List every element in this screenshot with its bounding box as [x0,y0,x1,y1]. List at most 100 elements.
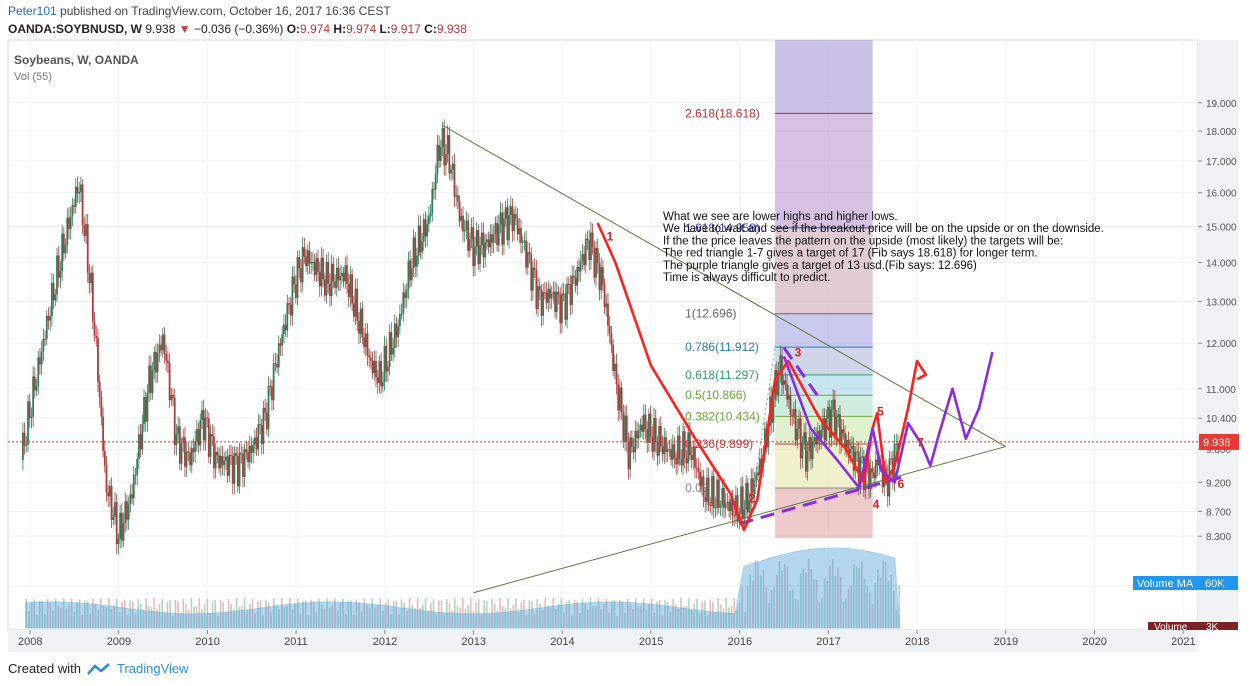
volume-bar [775,574,778,628]
volume-bar [374,607,376,628]
candle-body [368,355,371,358]
candle-body [71,205,74,217]
purple-support-dashed [739,475,905,526]
candle-body [584,238,587,266]
candle-body [68,217,70,230]
volume-bar [41,600,44,628]
candle-body [845,439,848,448]
volume-bar [448,602,451,628]
candle-body [236,455,239,487]
candle-body [131,494,133,499]
candle-body [460,215,463,221]
candle-body [39,357,41,365]
candle-body [347,284,350,298]
volume-bar [398,614,400,628]
candle-body [117,538,120,545]
volume-bar [110,608,113,628]
volume-bar [637,606,640,628]
candle-body [108,485,111,497]
candle-body [407,260,410,290]
candle-body [833,399,836,438]
volume-bar [576,601,578,628]
candle-body [351,274,354,304]
volume-bar [499,598,501,628]
volume-bar [525,615,528,628]
candle-body [588,240,591,261]
volume-bar [84,600,86,628]
volume-bar [233,609,235,628]
volume-bar [504,607,507,628]
volume-bar [605,598,608,628]
volume-bar [722,608,725,628]
candle-body [57,255,60,278]
fib-band [775,374,873,396]
volume-bar [230,604,233,628]
candle-body [37,357,40,387]
candle-body [608,325,611,334]
volume-bar [536,598,539,628]
candle-body [472,227,475,266]
candle-body [455,195,458,197]
volume-bar [544,598,547,628]
candle-body [51,282,53,317]
candle-body [562,293,565,295]
time-axis[interactable] [8,630,1198,652]
volume-bar [629,603,632,628]
candle-body [197,428,200,446]
volume-bar [238,606,241,628]
candle-body [533,267,536,271]
candle-body [194,441,197,453]
candle-body [216,452,219,456]
candle-body [569,284,572,305]
candle-body [325,261,328,296]
candle-body [105,465,108,493]
volume-bar [829,565,831,628]
candle-body [73,205,75,207]
price-axis[interactable] [1198,40,1238,630]
candle-body [545,292,548,303]
candle-body [255,437,258,450]
volume-bar [217,615,219,628]
volume-bar [166,601,169,628]
volume-bar [371,598,374,628]
candle-body [543,292,546,294]
volume-bar [150,606,153,628]
candle-body [549,288,551,299]
candle-body [810,436,812,460]
volume-bar [464,608,467,628]
volume-bar [701,601,704,628]
volume-bar [443,614,445,628]
volume-bar [52,610,54,628]
candle-body [83,225,86,237]
wave-label: 3 [795,345,802,359]
fib-level-label: 0.382(10.434) [685,409,760,423]
volume-bar [730,605,733,628]
volume-bar [861,561,863,628]
volume-bar [807,558,810,628]
annotation-line: Time is always difficult to predict. [663,272,830,284]
volume-bar [328,607,331,628]
candle-body [61,233,64,272]
candle-body [211,434,214,437]
low-value: 9.917 [390,22,421,36]
tradingview-link[interactable]: TradingView [116,661,189,676]
candle-body [392,347,394,355]
volume-bar [78,599,81,628]
candle-body [284,324,287,331]
wave-label: 1 [607,230,614,244]
author-link[interactable]: Peter101 [8,4,57,18]
candle-body [441,127,444,147]
volume-ma-badge [1133,576,1238,590]
volume-badge [1148,622,1238,630]
candle-body [627,441,630,470]
y-tick-label: 17.000 [1206,157,1237,168]
volume-bar [685,606,688,628]
candle-body [143,397,145,425]
candle-body [317,258,319,272]
candle-body [591,232,594,248]
candle-body [717,479,720,508]
candle-body [571,275,574,305]
volume-bar [438,600,440,628]
candle-body [634,430,637,453]
